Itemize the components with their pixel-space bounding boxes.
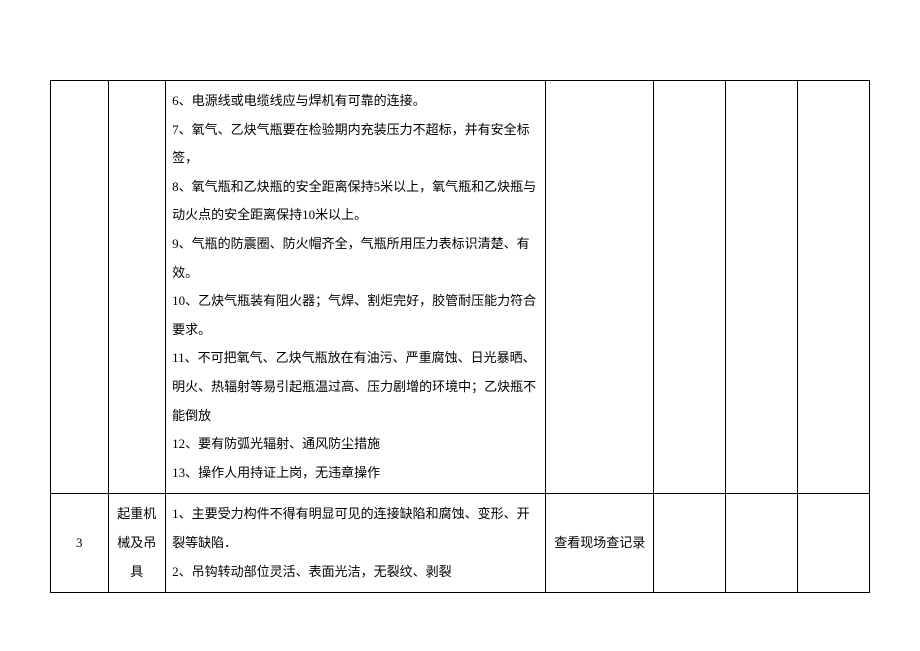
content-line: 10、乙炔气瓶装有阻火器；气焊、割炬完好，胶管耐压能力符合要求。 — [172, 287, 541, 344]
cell-method — [546, 81, 654, 494]
content-line: 13、操作人用持证上岗，无违章操作 — [172, 459, 541, 488]
table-row: 3 起重机械及吊具 1、主要受力构件不得有明显可见的连接缺陷和腐蚀、变形、开裂等… — [51, 494, 870, 593]
cell-empty — [798, 81, 870, 494]
content-line: 6、电源线或电缆线应与焊机有可靠的连接。 — [172, 87, 541, 116]
cell-content: 6、电源线或电缆线应与焊机有可靠的连接。 7、氧气、乙炔气瓶要在检验期内充装压力… — [166, 81, 546, 494]
cell-empty — [726, 81, 798, 494]
safety-inspection-table: 6、电源线或电缆线应与焊机有可靠的连接。 7、氧气、乙炔气瓶要在检验期内充装压力… — [50, 80, 870, 593]
content-line: 7、氧气、乙炔气瓶要在检验期内充装压力不超标，并有安全标签， — [172, 116, 541, 173]
content-line: 8、氧气瓶和乙炔瓶的安全距离保持5米以上，氧气瓶和乙炔瓶与动火点的安全距离保持1… — [172, 173, 541, 230]
cell-number — [51, 81, 109, 494]
cell-empty — [798, 494, 870, 593]
cell-method: 查看现场查记录 — [546, 494, 654, 593]
content-line: 12、要有防弧光辐射、通风防尘措施 — [172, 430, 541, 459]
cell-empty — [654, 494, 726, 593]
cell-category: 起重机械及吊具 — [108, 494, 166, 593]
cell-empty — [726, 494, 798, 593]
cell-empty — [654, 81, 726, 494]
content-line: 1、主要受力构件不得有明显可见的连接缺陷和腐蚀、变形、开裂等缺陷． — [172, 500, 541, 557]
cell-content: 1、主要受力构件不得有明显可见的连接缺陷和腐蚀、变形、开裂等缺陷． 2、吊钩转动… — [166, 494, 546, 593]
cell-category — [108, 81, 166, 494]
content-line: 2、吊钩转动部位灵活、表面光洁，无裂纹、剥裂 — [172, 558, 541, 587]
table-row: 6、电源线或电缆线应与焊机有可靠的连接。 7、氧气、乙炔气瓶要在检验期内充装压力… — [51, 81, 870, 494]
cell-number: 3 — [51, 494, 109, 593]
content-line: 11、不可把氧气、乙炔气瓶放在有油污、严重腐蚀、日光暴晒、明火、热辐射等易引起瓶… — [172, 344, 541, 430]
content-line: 9、气瓶的防震圈、防火帽齐全，气瓶所用压力表标识清楚、有效。 — [172, 230, 541, 287]
